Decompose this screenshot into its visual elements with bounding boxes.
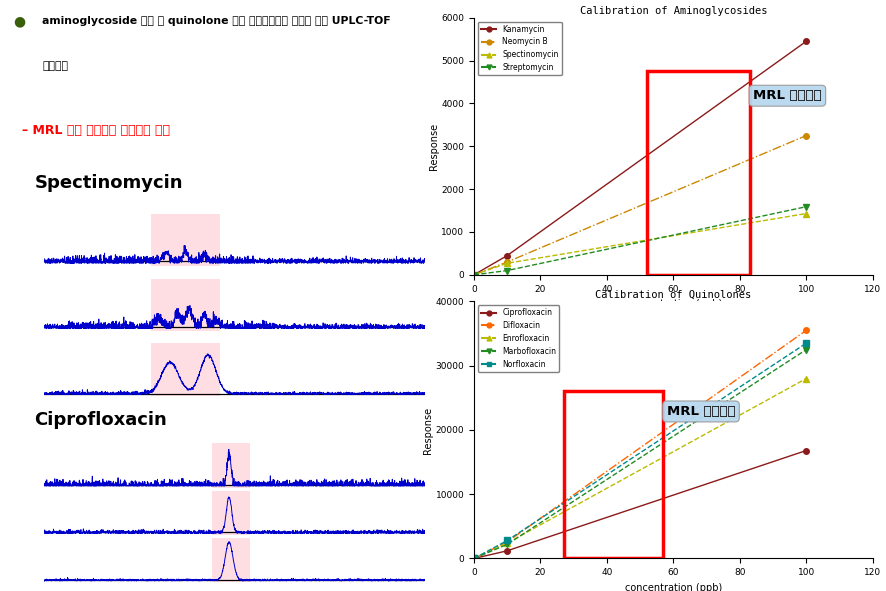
Text: Ciprofloxacin: Ciprofloxacin [35,411,167,428]
Text: MRL 검출범위: MRL 검출범위 [753,89,821,102]
Bar [563,391,664,558]
X-axis label: concentration (ppb): concentration (ppb) [625,299,722,309]
Legend: Kanamycin, Neomycin B, Spectinomycin, Streptomycin: Kanamycin, Neomycin B, Spectinomycin, St… [478,21,562,75]
Bar [212,491,250,535]
Text: Spectinomycin: Spectinomycin [35,174,183,192]
Bar [151,343,220,396]
Bar [647,72,750,275]
Legend: Ciprofloxacin, Difloxacin, Enrofloxacin, Marbofloxacin, Norfloxacin: Ciprofloxacin, Difloxacin, Enrofloxacin,… [478,305,559,372]
X-axis label: concentration (ppb): concentration (ppb) [625,583,722,591]
Y-axis label: Response: Response [429,123,439,170]
Text: MRL 검출범위: MRL 검출범위 [666,405,735,418]
Bar [151,279,220,331]
Text: – MRL 농도 이내에서 동시분석 기능: – MRL 농도 이내에서 동시분석 기능 [22,124,170,137]
Text: ●: ● [13,14,26,28]
Bar [212,538,250,582]
Bar [212,443,250,488]
Text: aminoglycoside 계열 및 quinolone 계열 항생물질동시 분석을 위해 UPLC-TOF: aminoglycoside 계열 및 quinolone 계열 항생물질동시 … [42,16,391,26]
Title: Calibration of Aminoglycosides: Calibration of Aminoglycosides [579,5,767,15]
Bar [151,214,220,266]
Title: Calibration of Quinolones: Calibration of Quinolones [595,289,751,299]
Text: 분석실시: 분석실시 [42,61,68,71]
Y-axis label: Response: Response [423,407,432,453]
